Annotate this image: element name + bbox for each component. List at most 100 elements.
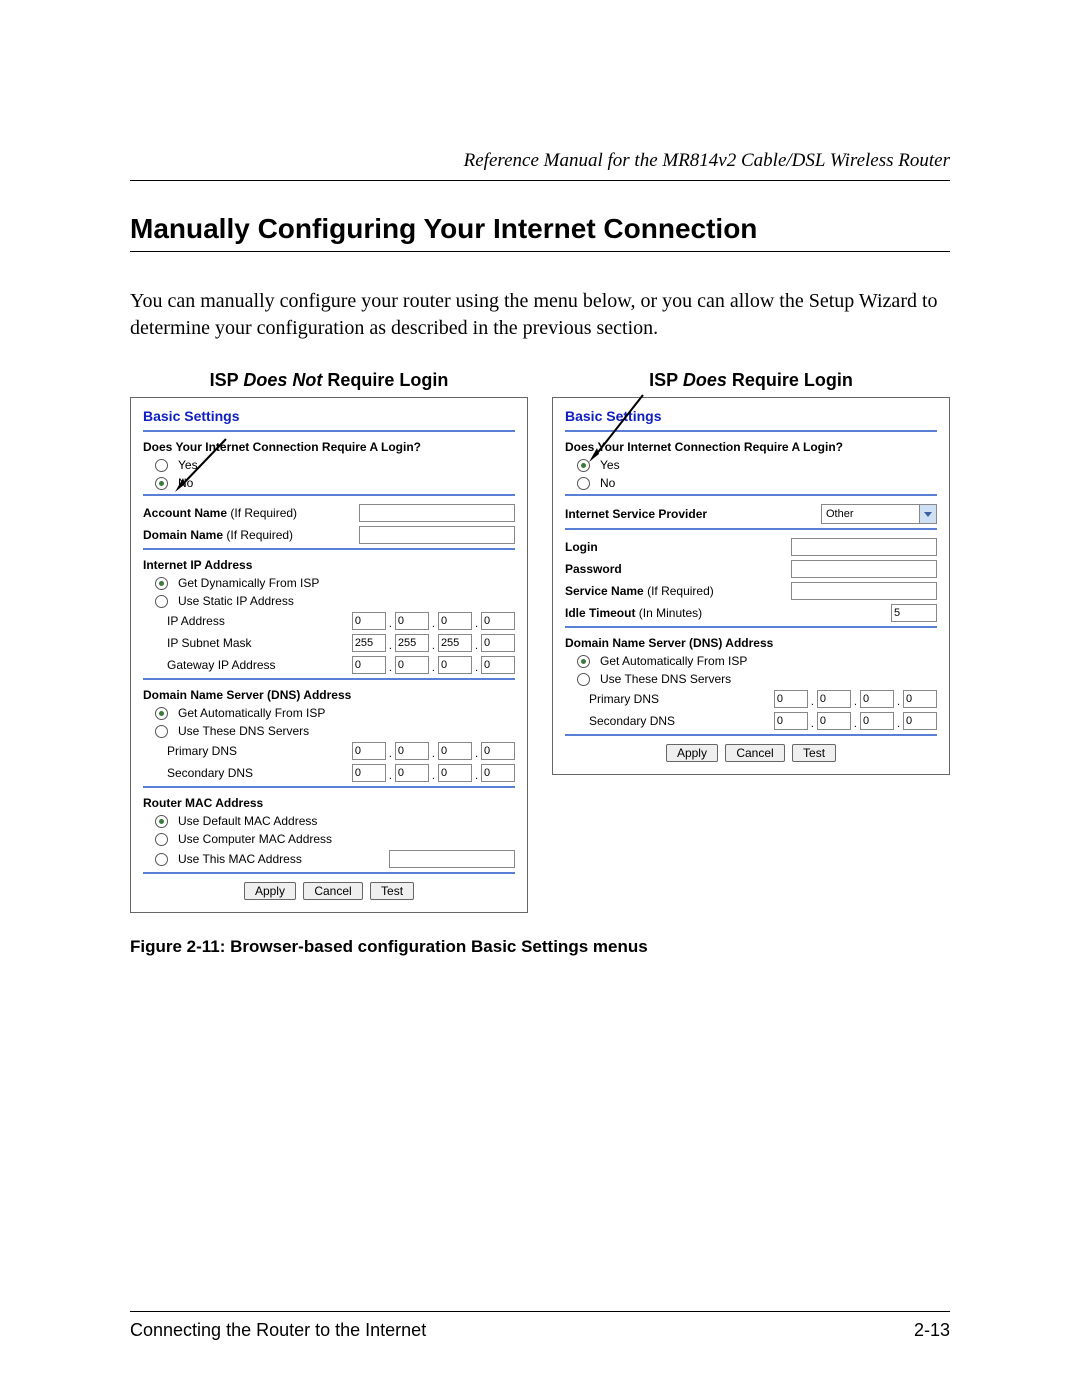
ip-octet-input[interactable] <box>817 690 851 708</box>
ip-octet-input[interactable] <box>774 690 808 708</box>
ip-octet-input[interactable] <box>352 656 386 674</box>
radio-yes-row[interactable]: Yes <box>565 458 937 472</box>
ip-octet-input[interactable] <box>352 764 386 782</box>
ip-octet-input[interactable] <box>352 742 386 760</box>
cancel-button[interactable]: Cancel <box>725 744 784 762</box>
ip-octet-input[interactable] <box>395 764 429 782</box>
radio-yes-row[interactable]: Yes <box>143 458 515 472</box>
chevron-down-icon[interactable] <box>919 505 936 523</box>
radio-icon[interactable] <box>155 459 168 472</box>
dns-heading: Domain Name Server (DNS) Address <box>143 688 515 702</box>
ip-octet-input[interactable] <box>395 612 429 630</box>
radio-label: No <box>178 476 193 490</box>
ip-octet-input[interactable] <box>481 742 515 760</box>
field-label: Account Name <box>143 506 227 520</box>
radio-icon[interactable] <box>155 815 168 828</box>
radio-mac-computer[interactable]: Use Computer MAC Address <box>143 832 515 846</box>
radio-icon[interactable] <box>577 459 590 472</box>
ip-octet-input[interactable] <box>438 656 472 674</box>
radio-mac-this[interactable]: Use This MAC Address <box>143 850 515 868</box>
footer-chapter: Connecting the Router to the Internet <box>130 1320 426 1341</box>
account-name-row: Account Name (If Required) <box>143 504 515 522</box>
ip-address-row: IP Address . . . <box>143 612 515 630</box>
radio-icon[interactable] <box>155 725 168 738</box>
radio-dns-auto[interactable]: Get Automatically From ISP <box>565 654 937 668</box>
password-row: Password <box>565 560 937 578</box>
ip-octet-input[interactable] <box>481 634 515 652</box>
left-panel-column: ISP Does Not Require Login Basic Setting… <box>130 370 528 913</box>
radio-static-ip[interactable]: Use Static IP Address <box>143 594 515 608</box>
ip-octet-input[interactable] <box>395 634 429 652</box>
ip-octet-input[interactable] <box>817 712 851 730</box>
login-question: Does Your Internet Connection Require A … <box>565 440 937 454</box>
divider <box>143 548 515 550</box>
ip-octet-input[interactable] <box>481 656 515 674</box>
heading-text: ISP <box>210 370 244 390</box>
primary-dns-input[interactable]: . . . <box>352 742 515 760</box>
test-button[interactable]: Test <box>370 882 414 900</box>
radio-dns-manual[interactable]: Use These DNS Servers <box>143 724 515 738</box>
login-question: Does Your Internet Connection Require A … <box>143 440 515 454</box>
ip-octet-input[interactable] <box>774 712 808 730</box>
document-page: Reference Manual for the MR814v2 Cable/D… <box>0 0 1080 1397</box>
ip-octet-input[interactable] <box>903 690 937 708</box>
login-input[interactable] <box>791 538 937 556</box>
isp-select[interactable]: Other <box>821 504 937 524</box>
radio-label: Use These DNS Servers <box>178 724 309 738</box>
idle-timeout-input[interactable] <box>891 604 937 622</box>
ip-octet-input[interactable] <box>395 742 429 760</box>
radio-mac-default[interactable]: Use Default MAC Address <box>143 814 515 828</box>
ip-address-input[interactable]: . . . <box>352 612 515 630</box>
ip-octet-input[interactable] <box>481 764 515 782</box>
ip-octet-input[interactable] <box>903 712 937 730</box>
ip-octet-input[interactable] <box>352 612 386 630</box>
field-label: Primary DNS <box>589 692 768 706</box>
subnet-input[interactable]: . . . <box>352 634 515 652</box>
radio-dynamic-ip[interactable]: Get Dynamically From ISP <box>143 576 515 590</box>
radio-icon[interactable] <box>155 853 168 866</box>
subnet-row: IP Subnet Mask . . . <box>143 634 515 652</box>
radio-no-row[interactable]: No <box>565 476 937 490</box>
radio-dns-manual[interactable]: Use These DNS Servers <box>565 672 937 686</box>
radio-icon[interactable] <box>155 577 168 590</box>
mac-address-input[interactable] <box>389 850 515 868</box>
radio-icon[interactable] <box>155 477 168 490</box>
account-name-input[interactable] <box>359 504 515 522</box>
ip-octet-input[interactable] <box>395 656 429 674</box>
ip-octet-input[interactable] <box>352 634 386 652</box>
ip-octet-input[interactable] <box>860 712 894 730</box>
radio-icon[interactable] <box>155 595 168 608</box>
ip-octet-input[interactable] <box>481 612 515 630</box>
ip-octet-input[interactable] <box>438 764 472 782</box>
ip-octet-input[interactable] <box>860 690 894 708</box>
ip-octet-input[interactable] <box>438 634 472 652</box>
radio-no-row[interactable]: No <box>143 476 515 490</box>
domain-name-input[interactable] <box>359 526 515 544</box>
radio-icon[interactable] <box>577 477 590 490</box>
apply-button[interactable]: Apply <box>666 744 718 762</box>
secondary-dns-input[interactable]: . . . <box>774 712 937 730</box>
secondary-dns-input[interactable]: . . . <box>352 764 515 782</box>
cancel-button[interactable]: Cancel <box>303 882 362 900</box>
service-name-input[interactable] <box>791 582 937 600</box>
radio-icon[interactable] <box>155 707 168 720</box>
ip-octet-input[interactable] <box>438 612 472 630</box>
primary-dns-input[interactable]: . . . <box>774 690 937 708</box>
radio-icon[interactable] <box>577 655 590 668</box>
login-row: Login <box>565 538 937 556</box>
radio-icon[interactable] <box>155 833 168 846</box>
divider <box>143 430 515 432</box>
radio-label: Use These DNS Servers <box>600 672 731 686</box>
secondary-dns-row: Secondary DNS . . . <box>143 764 515 782</box>
gateway-input[interactable]: . . . <box>352 656 515 674</box>
apply-button[interactable]: Apply <box>244 882 296 900</box>
test-button[interactable]: Test <box>792 744 836 762</box>
right-panel-column: ISP Does Require Login Basic Settings Do… <box>552 370 950 775</box>
radio-icon[interactable] <box>577 673 590 686</box>
radio-label: Get Dynamically From ISP <box>178 576 319 590</box>
radio-dns-auto[interactable]: Get Automatically From ISP <box>143 706 515 720</box>
password-input[interactable] <box>791 560 937 578</box>
radio-label: Yes <box>178 458 198 472</box>
ip-octet-input[interactable] <box>438 742 472 760</box>
figure-panels: ISP Does Not Require Login Basic Setting… <box>130 370 950 913</box>
